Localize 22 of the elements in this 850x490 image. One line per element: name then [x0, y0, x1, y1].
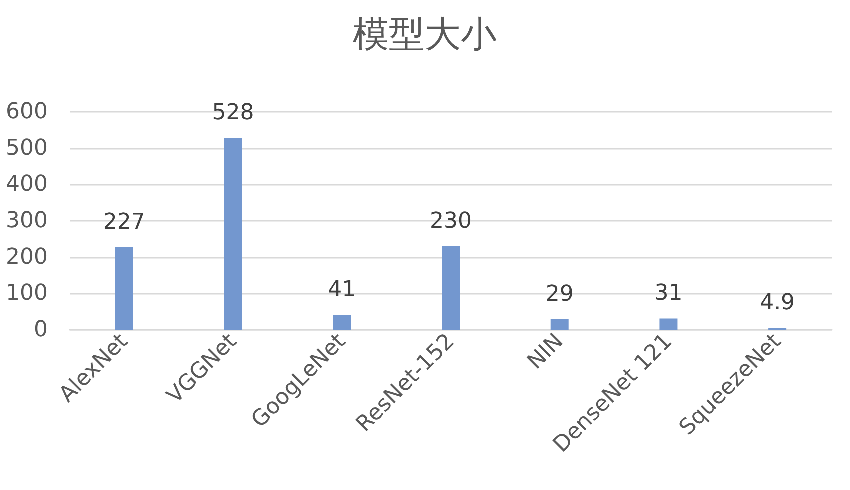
y-tick-label: 600 [6, 100, 48, 124]
bar [660, 318, 678, 330]
data-label: 41 [328, 278, 356, 303]
data-label: 4.9 [760, 290, 796, 316]
data-label: 230 [430, 208, 472, 234]
data-label: 227 [103, 210, 146, 236]
y-tick-label: 400 [6, 172, 48, 198]
data-label: 29 [546, 282, 574, 307]
bar [333, 315, 352, 330]
y-tick-label: 100 [6, 281, 48, 306]
data-label: 31 [654, 281, 683, 306]
y-tick-label: 500 [6, 136, 48, 161]
y-tick-label: 0 [34, 318, 48, 342]
bar [115, 248, 134, 330]
y-tick-label: 200 [6, 244, 48, 270]
chart-title: 模型大小 [353, 14, 497, 56]
x-tick-label: NIN [523, 329, 569, 375]
bar [550, 319, 569, 330]
y-tick-label: 300 [6, 208, 48, 234]
data-label: 528 [212, 100, 254, 126]
bar [224, 138, 242, 330]
bar [442, 246, 460, 330]
